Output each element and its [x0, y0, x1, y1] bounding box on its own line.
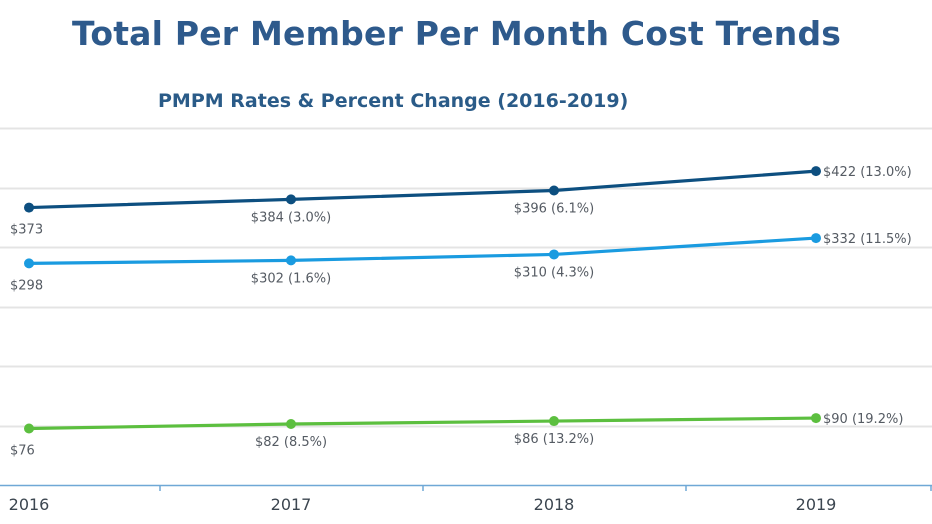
- data-point[interactable]: [286, 255, 296, 266]
- data-label: $384 (3.0%): [251, 210, 331, 225]
- data-point[interactable]: [24, 258, 34, 269]
- x-tick-label: 2019: [796, 495, 837, 514]
- data-label: $332 (11.5%): [823, 232, 912, 247]
- data-point[interactable]: [549, 249, 559, 260]
- data-label: $302 (1.6%): [251, 271, 331, 286]
- data-point[interactable]: [811, 166, 821, 177]
- page-title: Total Per Member Per Month Cost Trends: [72, 14, 842, 53]
- data-label: $298: [10, 278, 43, 293]
- data-label: $82 (8.5%): [255, 435, 327, 450]
- data-point[interactable]: [811, 233, 821, 244]
- data-point[interactable]: [286, 419, 296, 430]
- data-label: $90 (19.2%): [823, 412, 903, 427]
- x-axis: 2016 2017 2018 2019: [0, 484, 932, 514]
- data-label: $76: [10, 443, 35, 458]
- x-tick-label: 2018: [534, 495, 575, 514]
- data-label: $373: [10, 223, 43, 238]
- data-label: $422 (13.0%): [823, 165, 912, 180]
- series-line: [28, 416, 817, 431]
- gridlines: [0, 127, 932, 428]
- data-label: $396 (6.1%): [514, 201, 594, 216]
- x-tick-label: 2017: [271, 495, 312, 514]
- data-labels: $373 $384 (3.0%) $396 (6.1%) $422 (13.0%) $2…: [10, 165, 912, 458]
- data-point[interactable]: [24, 423, 34, 434]
- data-point[interactable]: [549, 416, 559, 427]
- data-point[interactable]: [549, 185, 559, 196]
- series-line: [28, 169, 817, 210]
- series-lines: [24, 166, 821, 434]
- data-point[interactable]: [24, 202, 34, 213]
- series-line: [28, 236, 817, 265]
- data-label: $310 (4.3%): [514, 265, 594, 280]
- data-point[interactable]: [286, 194, 296, 205]
- x-tick-label: 2016: [9, 495, 50, 514]
- chart-title: PMPM Rates & Percent Change (2016-2019): [158, 90, 629, 112]
- data-point[interactable]: [811, 413, 821, 424]
- data-label: $86 (13.2%): [514, 432, 594, 447]
